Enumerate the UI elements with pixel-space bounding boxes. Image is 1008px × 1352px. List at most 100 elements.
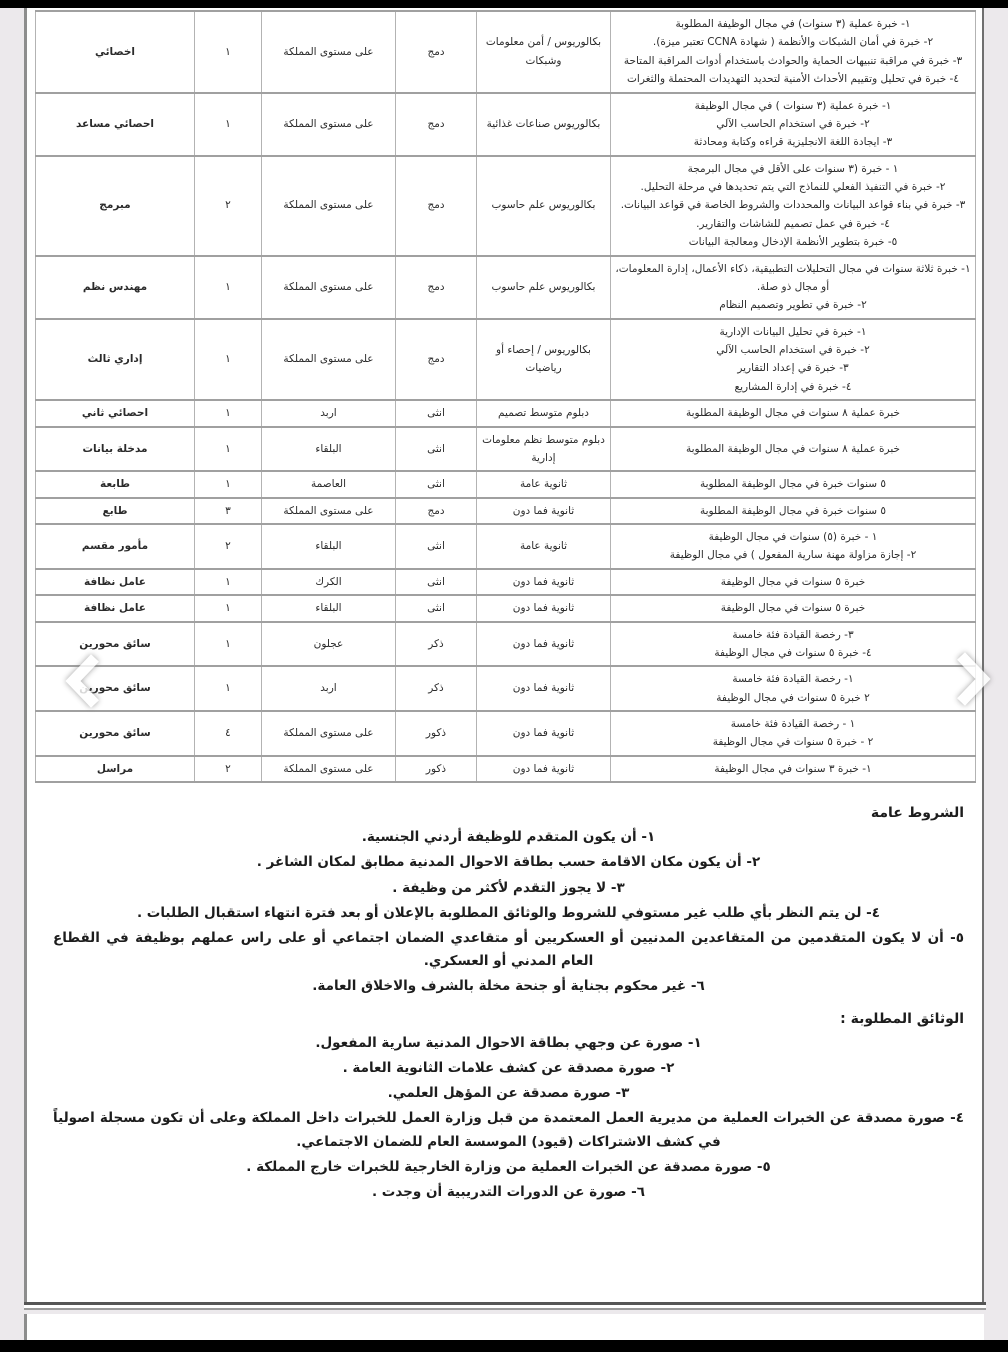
table-row: ١- خبرة ثلاثة سنوات في مجال التحليلات ال… bbox=[35, 254, 976, 320]
cell-location: البلقاء bbox=[261, 425, 396, 473]
experience-line: خبرة ٥ سنوات في مجال الوظيفة bbox=[720, 575, 866, 588]
vacancies-table-container: ١- خبرة عملية (٣ سنوات) في مجال الوظيفة … bbox=[27, 8, 982, 784]
experience-line: ١- خبرة ٣ سنوات في مجال الوظيفة bbox=[714, 762, 872, 775]
page-break-separator bbox=[24, 1302, 986, 1310]
experience-line: ١- خبرة عملية (٣ سنوات) في مجال الوظيفة … bbox=[675, 18, 911, 30]
cell-gender: انثى bbox=[395, 399, 477, 428]
cell-gender: دمج bbox=[395, 496, 477, 526]
cell-location: على مستوى المملكة bbox=[261, 317, 396, 402]
cell-experience: ١ - خبرة (٥) سنوات في مجال الوظيفة ٢- إجا… bbox=[610, 523, 976, 570]
cell-location: عجلون bbox=[261, 620, 396, 668]
experience-line: ٢- خبرة في استخدام الحاسب الآلي bbox=[716, 344, 870, 356]
cell-job-title: عامل نظافة bbox=[35, 594, 195, 623]
experience-line: ١- رخصة القيادة فئة خامسة bbox=[732, 673, 854, 686]
experience-line: ٣- خبرة في بناء قواعد البيانات والمحددات… bbox=[620, 199, 966, 212]
cell-experience: ٣- رخصة القيادة فئة خامسة ٤- خبرة ٥ سنوات… bbox=[610, 620, 976, 668]
experience-line: ١- خبرة ثلاثة سنوات في مجال التحليلات ال… bbox=[615, 262, 971, 293]
required-document-item: ٤- صورة مصدقة عن الخبرات العملية من مدير… bbox=[53, 1110, 964, 1150]
general-condition-item: ٢- أن يكون مكان الاقامة حسب بطاقة الاحوا… bbox=[256, 854, 761, 871]
cell-qualification: بكالوريوس علم حاسوب bbox=[476, 154, 611, 257]
cell-qualification: ثانوية فما دون bbox=[476, 567, 611, 597]
cell-location: على مستوى المملكة bbox=[261, 10, 396, 94]
experience-line: ٢ - خبرة ٥ سنوات في مجال الوظيفة bbox=[712, 736, 874, 749]
table-row: ١- خبرة ٣ سنوات في مجال الوظيفة ثانوية فم… bbox=[35, 754, 976, 784]
required-document-item: ٢- صورة مصدقة عن كشف علامات الثانوية الع… bbox=[342, 1059, 675, 1076]
cell-experience: ٥ سنوات خبرة في مجال الوظيفة المطلوبة bbox=[610, 496, 976, 526]
table-row: ١- رخصة القيادة فئة خامسة ٢ خبرة ٥ سنوات … bbox=[35, 665, 976, 712]
cell-job-title: مدخلة بيانات bbox=[35, 425, 195, 473]
experience-line: ١- خبرة في تحليل البيانات الإدارية bbox=[719, 325, 867, 338]
cell-qualification: ثانوية فما دون bbox=[476, 620, 611, 668]
experience-line: ٣- ايجادة اللغة الانجليزية قراءه وكتابة … bbox=[693, 136, 893, 149]
cell-experience: ١ - خبرة (٣ سنوات على الأقل في مجال البر… bbox=[610, 154, 976, 257]
experience-line: ١ - خبرة (٥) سنوات في مجال الوظيفة bbox=[708, 531, 878, 543]
experience-line: ١- خبرة عملية (٣ سنوات ) في مجال الوظيفة bbox=[694, 99, 892, 112]
table-row: ٣- رخصة القيادة فئة خامسة ٤- خبرة ٥ سنوات… bbox=[35, 620, 976, 668]
experience-line: ٣- رخصة القيادة فئة خامسة bbox=[732, 628, 854, 641]
cell-job-title: طابعة bbox=[35, 470, 195, 499]
cell-job-title: طابع bbox=[35, 496, 195, 526]
cell-location: اربد bbox=[261, 665, 396, 712]
experience-line: ٤- خبرة في إدارة المشاريع bbox=[734, 380, 852, 393]
table-row: خبرة عملية ٨ سنوات في مجال الوظيفة المطل… bbox=[35, 399, 976, 428]
cell-count: ١ bbox=[194, 425, 262, 473]
cell-experience: خبرة عملية ٨ سنوات في مجال الوظيفة المطل… bbox=[610, 399, 976, 428]
required-document-item: ٥- صورة مصدقة عن الخبرات العملية من وزار… bbox=[246, 1158, 771, 1175]
table-row: ١ - رخصة القيادة فئة خامسة ٢ - خبرة ٥ سنو… bbox=[35, 710, 976, 757]
cell-qualification: ثانوية فما دون bbox=[476, 710, 611, 757]
cell-qualification: بكالوريوس / أمن معلومات وشبكات bbox=[476, 10, 611, 94]
cell-experience: ١ - رخصة القيادة فئة خامسة ٢ - خبرة ٥ سنو… bbox=[610, 710, 976, 757]
cell-job-title: احصائي ثاني bbox=[35, 399, 195, 428]
experience-line: ٢- خبرة في استخدام الحاسب الآلي bbox=[716, 117, 870, 130]
chevron-left-icon[interactable] bbox=[62, 650, 108, 712]
cell-gender: انثى bbox=[395, 425, 477, 473]
vacancies-table: ١- خبرة عملية (٣ سنوات) في مجال الوظيفة … bbox=[35, 10, 976, 784]
cell-qualification: بكالوريوس / إحصاء أو رياضيات bbox=[476, 317, 611, 402]
required-documents-heading: الوثائق المطلوبة : bbox=[840, 1010, 964, 1027]
cell-count: ١ bbox=[194, 567, 262, 597]
cell-qualification: دبلوم متوسط نظم معلومات إدارية bbox=[476, 425, 611, 473]
cell-job-title: عامل نظافة bbox=[35, 567, 195, 597]
document-page: ١- خبرة عملية (٣ سنوات) في مجال الوظيفة … bbox=[24, 8, 984, 1302]
cell-gender: دمج bbox=[395, 10, 477, 94]
experience-line: ٢- خبرة في أمان الشبكات والأنظمة ( شهادة… bbox=[652, 36, 934, 49]
cell-location: على مستوى المملكة bbox=[261, 91, 396, 157]
experience-line: ١ - رخصة القيادة فئة خامسة bbox=[730, 718, 856, 730]
cell-job-title: سائق محورين bbox=[35, 710, 195, 757]
table-row: ٥ سنوات خبرة في مجال الوظيفة المطلوبة ثان… bbox=[35, 470, 976, 499]
cell-location: على مستوى المملكة bbox=[261, 254, 396, 320]
cell-location: اربد bbox=[261, 399, 396, 428]
cell-count: ٢ bbox=[194, 754, 262, 784]
experience-line: ٤- خبرة في تحليل وتقييم الأحداث الأمنية … bbox=[627, 73, 959, 86]
table-row: ١- خبرة في تحليل البيانات الإدارية ٢- خبر… bbox=[35, 317, 976, 402]
cell-count: ٢ bbox=[194, 154, 262, 257]
cell-count: ١ bbox=[194, 317, 262, 402]
cell-count: ١ bbox=[194, 254, 262, 320]
table-row: ١ - خبرة (٣ سنوات على الأقل في مجال البر… bbox=[35, 154, 976, 257]
cell-experience: ٥ سنوات خبرة في مجال الوظيفة المطلوبة bbox=[610, 470, 976, 499]
experience-line: ٢ خبرة ٥ سنوات في مجال الوظيفة bbox=[716, 691, 870, 704]
table-row: ١- خبرة عملية (٣ سنوات ) في مجال الوظيفة… bbox=[35, 91, 976, 157]
cell-count: ١ bbox=[194, 665, 262, 712]
table-row: خبرة ٥ سنوات في مجال الوظيفة ثانوية فما د… bbox=[35, 567, 976, 597]
cell-gender: دمج bbox=[395, 154, 477, 257]
cell-experience: ١- خبرة في تحليل البيانات الإدارية ٢- خبر… bbox=[610, 317, 976, 402]
cell-experience: ١- رخصة القيادة فئة خامسة ٢ خبرة ٥ سنوات … bbox=[610, 665, 976, 712]
cell-job-title: احصائي مساعد bbox=[35, 91, 195, 157]
viewer-bottom-band bbox=[0, 1340, 1008, 1352]
cell-gender: ذكور bbox=[395, 710, 477, 757]
cell-gender: انثى bbox=[395, 594, 477, 623]
chevron-right-icon[interactable] bbox=[948, 648, 994, 710]
cell-gender: ذكور bbox=[395, 754, 477, 784]
cell-job-title: مأمور مقسم bbox=[35, 523, 195, 570]
cell-count: ١ bbox=[194, 620, 262, 668]
cell-location: الكرك bbox=[261, 567, 396, 597]
cell-location: على مستوى المملكة bbox=[261, 496, 396, 526]
cell-qualification: دبلوم متوسط تصميم bbox=[476, 399, 611, 428]
table-row: خبرة ٥ سنوات في مجال الوظيفة ثانوية فما د… bbox=[35, 594, 976, 623]
cell-gender: انثى bbox=[395, 470, 477, 499]
experience-line: ١ - خبرة (٣ سنوات على الأقل في مجال البر… bbox=[687, 162, 899, 175]
experience-line: خبرة عملية ٨ سنوات في مجال الوظيفة المطل… bbox=[685, 407, 901, 420]
cell-qualification: ثانوية فما دون bbox=[476, 754, 611, 784]
cell-count: ٤ bbox=[194, 710, 262, 757]
